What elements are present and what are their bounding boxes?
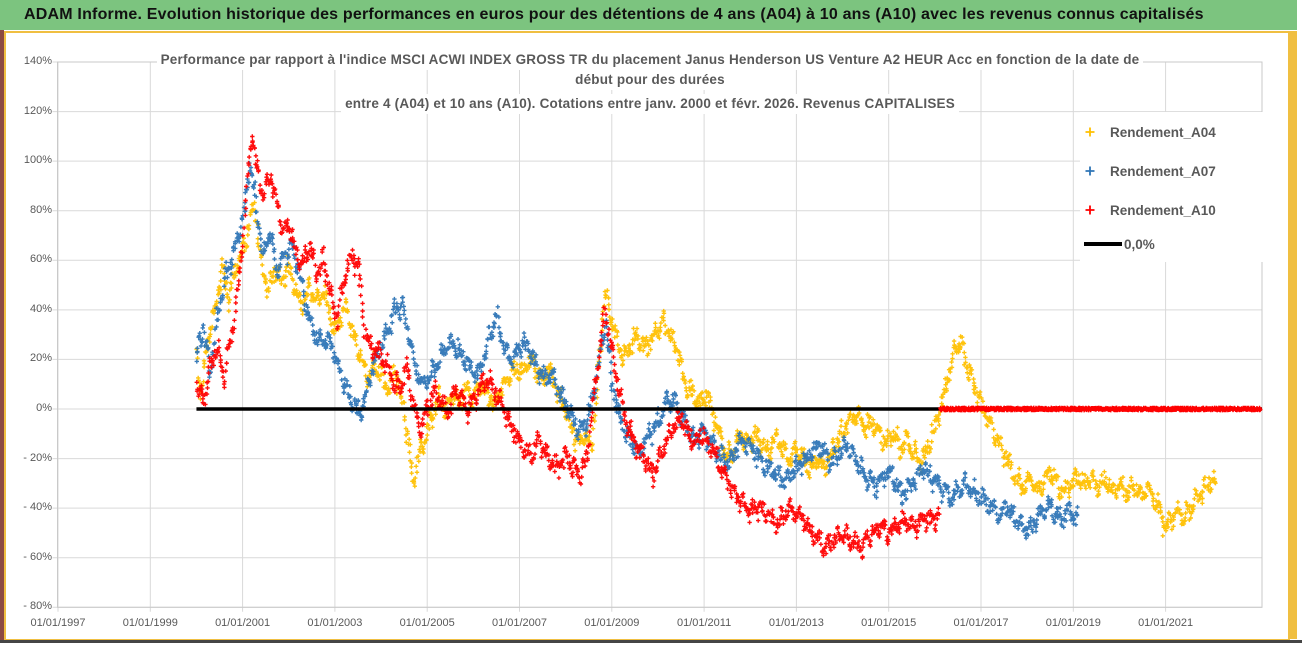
chart-title-line-2: début pour des durées	[571, 70, 729, 90]
y-axis-label: 40%	[29, 302, 52, 315]
legend-label: Rendement_A07	[1110, 163, 1216, 179]
legend-item-rendement-a10: Rendement_A10	[1084, 200, 1216, 220]
x-axis-label: 01/01/2021	[1138, 617, 1194, 629]
header-bar: ADAM Informe. Evolution historique des p…	[0, 0, 1297, 30]
x-axis-label: 01/01/2007	[491, 617, 548, 629]
y-axis-label: 140%	[23, 55, 52, 67]
left-edge-strip	[0, 30, 4, 641]
bottom-edge-line	[0, 640, 1302, 643]
legend-plus-marker-icon	[1085, 127, 1095, 137]
legend-item-0-0-: 0,0%	[1084, 234, 1155, 254]
y-axis-label: 20%	[29, 352, 52, 365]
x-axis-label: 01/01/2011	[676, 617, 732, 629]
chart-title-line-3: entre 4 (A04) et 10 ans (A10). Cotations…	[341, 94, 959, 114]
series-Rendement_A10	[194, 134, 942, 561]
legend-zero-line-icon	[1084, 242, 1122, 246]
x-axis-label: 01/01/2009	[584, 617, 640, 629]
series-Rendement_A04	[194, 200, 1218, 538]
legend-plus-marker-icon	[1085, 166, 1095, 176]
y-axis-label: 0%	[36, 402, 52, 414]
chart-title-line-1: Performance par rapport à l'indice MSCI …	[156, 50, 1144, 70]
x-axis-label: 01/01/2003	[307, 617, 363, 629]
y-axis-label: - 80%	[23, 600, 52, 613]
x-axis-label: 01/01/2005	[399, 617, 455, 629]
x-axis-label: 01/01/1999	[122, 617, 178, 629]
series-Rendement_A07	[194, 160, 1080, 541]
y-axis-label: 100%	[23, 154, 52, 167]
x-axis-label: 01/01/2015	[861, 617, 917, 629]
header-title: ADAM Informe. Evolution historique des p…	[24, 6, 1204, 23]
x-axis-label: 01/01/1997	[30, 617, 86, 629]
series-Rendement_A10-flat-zero	[938, 405, 1263, 413]
right-gold-border	[1288, 31, 1297, 639]
y-axis-label: - 60%	[23, 550, 52, 563]
legend-item-rendement-a07: Rendement_A07	[1084, 161, 1216, 181]
legend-label: 0,0%	[1124, 236, 1155, 252]
legend-label: Rendement_A10	[1110, 202, 1216, 218]
y-axis-label: 120%	[23, 104, 52, 117]
y-axis-label: 60%	[29, 253, 52, 266]
x-axis-label: 01/01/2013	[768, 617, 824, 629]
legend-item-rendement-a04: Rendement_A04	[1084, 122, 1216, 142]
chart-legend: Rendement_A04 Rendement_A07 Rendement_A10 0…	[1080, 112, 1264, 262]
x-axis-label: 01/01/2019	[1045, 617, 1101, 629]
x-axis-label: 01/01/2017	[953, 617, 1009, 629]
chart-title: Performance par rapport à l'indice MSCI …	[90, 50, 1210, 114]
legend-plus-marker-icon	[1085, 205, 1095, 215]
y-axis-label: 80%	[29, 203, 52, 216]
y-axis-label: - 40%	[23, 501, 52, 514]
x-axis-label: 01/01/2001	[215, 617, 271, 629]
y-axis-label: - 20%	[23, 451, 52, 464]
legend-label: Rendement_A04	[1110, 124, 1216, 140]
